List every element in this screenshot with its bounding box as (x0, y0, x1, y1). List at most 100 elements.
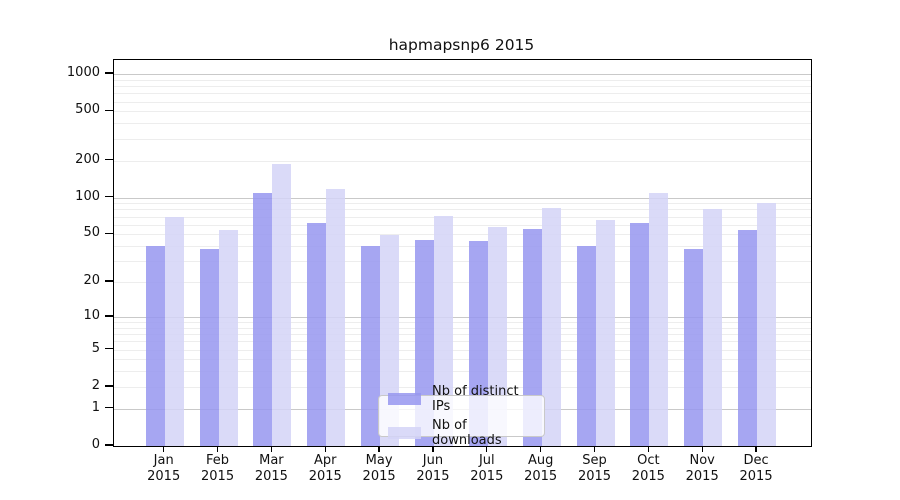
x-tick-label: Jul 2015 (470, 453, 504, 484)
bar-downloads (164, 216, 184, 446)
y-gridline-minor (114, 341, 811, 343)
bar-downloads (757, 202, 777, 446)
x-tick-mark (324, 446, 326, 452)
y-tick-label: 1 (91, 399, 100, 415)
y-gridline-minor (114, 209, 811, 211)
bar-downloads (541, 208, 561, 446)
y-tick-mark (105, 347, 113, 350)
y-tick-mark (105, 407, 113, 409)
y-tick-label: 0 (91, 437, 100, 452)
x-tick-mark (432, 446, 434, 452)
y-tick-label: 100 (75, 188, 100, 204)
x-tick-mark (270, 446, 273, 452)
y-gridline-minor (114, 79, 811, 81)
y-gridline-minor (114, 359, 811, 361)
y-tick-mark (105, 385, 113, 387)
legend-label-downloads: Nb of downloads (432, 418, 502, 448)
y-tick-label: 200 (75, 151, 100, 167)
y-gridline-minor (114, 160, 811, 162)
x-tick-mark (163, 446, 165, 452)
y-tick-mark (105, 444, 113, 446)
bar-downloads (595, 220, 615, 446)
x-tick-mark (701, 446, 703, 452)
y-tick-label: 20 (83, 273, 100, 289)
y-tick-mark (105, 109, 113, 111)
x-tick-mark (540, 446, 542, 452)
bar-distinct-ips (576, 246, 596, 446)
y-gridline-minor (114, 234, 811, 236)
y-gridline-minor (114, 386, 811, 388)
x-tick-label: Jun 2015 (416, 453, 450, 484)
chart-title: hapmapsnp6 2015 (388, 36, 535, 54)
legend-label-distinct-ips: Nb of distinct IPs (432, 384, 519, 414)
x-tick-mark (647, 446, 649, 452)
y-gridline-minor (114, 111, 811, 113)
x-tick-label: Dec 2015 (739, 453, 773, 484)
y-gridline-minor (114, 349, 811, 351)
y-gridline-minor (114, 224, 811, 226)
bar-downloads (649, 192, 669, 446)
x-tick-mark (378, 446, 380, 452)
y-tick-label: 2 (91, 377, 100, 393)
y-tick-mark (105, 195, 113, 198)
bar-distinct-ips (253, 193, 273, 446)
y-gridline-minor (114, 101, 811, 103)
bar-distinct-ips (684, 248, 704, 446)
legend-row-distinct-ips: Nb of distinct IPs (388, 384, 535, 414)
y-tick-label: 500 (75, 102, 100, 118)
y-tick-label: 10 (83, 307, 100, 323)
bar-distinct-ips (738, 230, 758, 446)
x-tick-label: Oct 2015 (631, 453, 665, 484)
y-gridline-minor (114, 334, 811, 336)
y-gridline-minor (114, 86, 811, 88)
bar-downloads (326, 189, 346, 446)
legend-swatch-downloads (388, 427, 421, 439)
legend-swatch-distinct-ips (388, 393, 421, 405)
y-gridline-major (114, 74, 811, 76)
bar-distinct-ips (145, 246, 165, 446)
plot-inner (114, 60, 811, 446)
y-tick-label: 1000 (66, 65, 100, 81)
y-gridline-major (114, 316, 811, 318)
y-gridline-minor (114, 123, 811, 125)
bar-distinct-ips (307, 222, 327, 446)
bar-distinct-ips (361, 246, 381, 446)
bar-downloads (272, 164, 292, 446)
x-tick-label: Jan 2015 (147, 453, 181, 484)
x-tick-mark (755, 446, 757, 452)
y-gridline-minor (114, 327, 811, 329)
bar-downloads (433, 215, 453, 446)
y-tick-mark (105, 232, 113, 234)
x-tick-label: Sep 2015 (577, 453, 612, 484)
y-gridline-minor (114, 371, 811, 373)
x-tick-mark (593, 446, 596, 452)
y-tick-mark (105, 315, 113, 317)
y-tick-label: 5 (91, 340, 100, 356)
bar-downloads (218, 230, 238, 446)
legend: Nb of distinct IPs Nb of downloads (378, 384, 545, 448)
x-tick-label: Nov 2015 (685, 453, 719, 484)
y-gridline-minor (114, 138, 811, 140)
bar-distinct-ips (468, 241, 488, 446)
legend-row-downloads: Nb of downloads (388, 418, 535, 448)
x-tick-label: Feb 2015 (201, 453, 235, 484)
y-tick-mark (105, 158, 113, 161)
y-tick-mark (105, 72, 113, 74)
y-gridline-minor (114, 282, 811, 284)
y-tick-label: 50 (83, 225, 100, 241)
y-gridline-minor (114, 203, 811, 205)
x-tick-mark (216, 446, 219, 452)
x-tick-label: Apr 2015 (308, 453, 342, 484)
x-tick-mark (486, 446, 488, 452)
bar-downloads (703, 208, 723, 446)
y-gridline-major (114, 197, 811, 199)
bar-distinct-ips (522, 229, 542, 446)
y-tick-mark (105, 280, 113, 282)
y-gridline-minor (114, 322, 811, 324)
y-gridline-minor (114, 93, 811, 95)
bar-downloads (487, 226, 507, 446)
x-tick-label: Mar 2015 (254, 453, 288, 484)
x-tick-label: May 2015 (362, 453, 396, 484)
y-gridline-minor (114, 261, 811, 263)
